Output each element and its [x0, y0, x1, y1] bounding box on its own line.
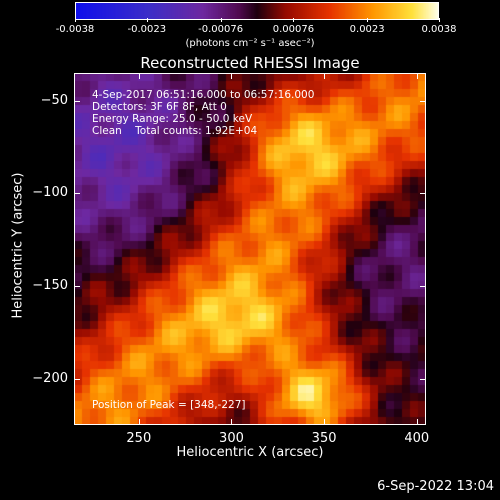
annotation-detectors: Detectors: 3F 6F 8F, Att 0	[92, 101, 227, 113]
y-tick-mark	[420, 193, 426, 195]
y-tick-label: −150	[32, 278, 68, 294]
x-tick-mark	[231, 419, 233, 425]
y-tick-mark	[420, 378, 426, 380]
y-tick-mark	[420, 286, 426, 288]
colorbar-tick-label: -0.0038	[55, 24, 95, 35]
y-tick-label: −50	[40, 92, 68, 108]
colorbar-tick-mark	[146, 18, 148, 22]
y-tick-label: −200	[32, 370, 68, 386]
annotation-peak: Position of Peak = [348,-227]	[92, 399, 246, 411]
y-axis-label: Heliocentric Y (arcsec)	[10, 172, 26, 319]
colorbar-tick-label: 0.0023	[349, 24, 385, 35]
x-tick-label: 250	[126, 431, 152, 446]
colorbar-tick-mark	[220, 18, 222, 22]
heatmap-image	[74, 73, 426, 425]
colorbar-tick-mark	[439, 18, 440, 22]
x-tick-label: 400	[404, 431, 430, 446]
footer-timestamp: 6-Sep-2022 13:04	[377, 479, 494, 494]
x-tick-mark	[416, 73, 418, 79]
annotation-energy: Energy Range: 25.0 - 50.0 keV	[92, 113, 253, 125]
colorbar-tick-label: -0.0023	[127, 24, 167, 35]
colorbar-tick-label: 0.00076	[272, 24, 315, 35]
x-tick-mark	[416, 419, 418, 425]
x-tick-mark	[138, 419, 140, 425]
y-tick-mark	[74, 378, 80, 380]
colorbar-tick-mark	[367, 18, 369, 22]
colorbar-tick-mark	[75, 18, 76, 22]
x-tick-label: 300	[219, 431, 244, 446]
colorbar-tick-label: 0.0038	[421, 24, 457, 35]
colorbar-tick-mark	[293, 18, 295, 22]
y-tick-mark	[74, 193, 80, 195]
colorbar	[75, 2, 439, 20]
y-tick-mark	[420, 100, 426, 102]
colorbar-units-label: (photons cm⁻² s⁻¹ asec⁻²)	[185, 38, 315, 49]
annotation-clean: Clean Total counts: 1.92E+04	[92, 125, 258, 137]
y-tick-mark	[74, 100, 80, 102]
y-tick-label: −100	[32, 185, 68, 201]
x-tick-label: 350	[311, 431, 337, 446]
y-tick-mark	[74, 286, 80, 288]
chart-title: Reconstructed RHESSI Image	[140, 54, 360, 72]
x-tick-mark	[138, 73, 140, 79]
plot-frame	[74, 73, 426, 425]
x-axis-label: Heliocentric X (arcsec)	[176, 445, 324, 460]
x-tick-mark	[324, 73, 326, 79]
colorbar-tick-label: -0.00076	[198, 24, 244, 35]
annotation-date-range: 4-Sep-2017 06:51:16.000 to 06:57:16.000	[92, 89, 315, 101]
x-tick-mark	[231, 73, 233, 79]
x-tick-mark	[324, 419, 326, 425]
